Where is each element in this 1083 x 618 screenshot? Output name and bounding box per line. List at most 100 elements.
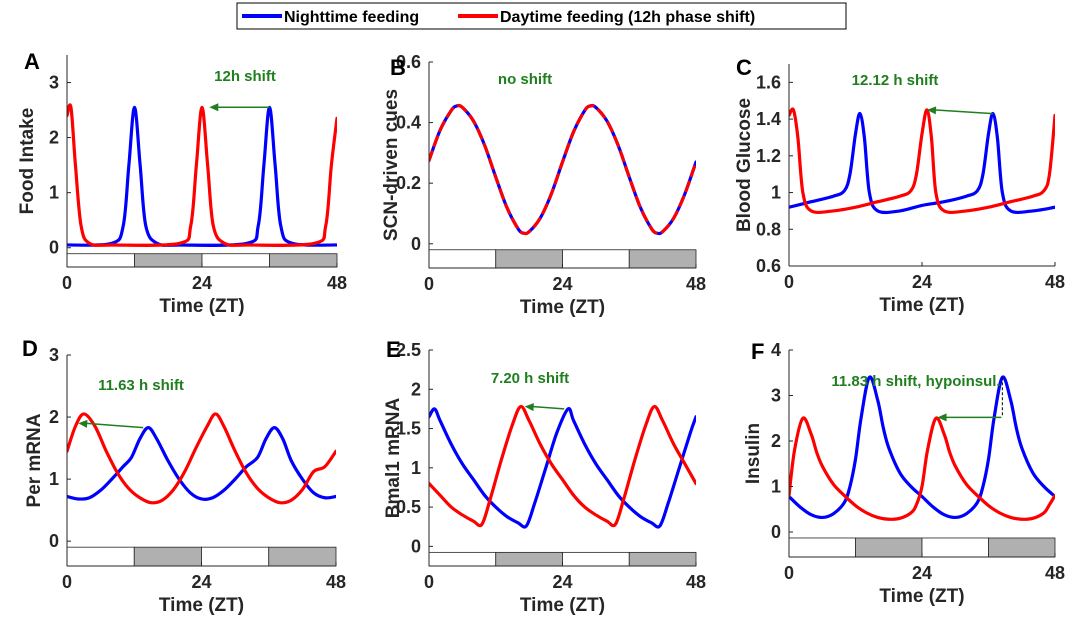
y-tick-label: 0 — [411, 536, 421, 556]
panel-f: 0 24 48 0 1 2 3 4 Time (ZT) Insulin F 11.83 h shift… — [743, 339, 1065, 607]
x-tick-label: 48 — [686, 274, 706, 294]
x-axis-label: Time (ZT) — [159, 595, 244, 616]
y-axis-label: Blood Glucose — [734, 98, 755, 232]
y-tick-label: 2 — [49, 128, 59, 148]
photoperiod-bar-dark — [133, 546, 202, 567]
y-tick-label: 1 — [411, 458, 421, 478]
series-line-day — [429, 404, 696, 528]
y-tick-label: 3 — [49, 345, 59, 365]
series-line-night — [67, 105, 337, 247]
legend-box — [236, 2, 847, 30]
shift-annotation: 12h shift — [214, 68, 276, 85]
y-axis-label: SCN-driven cues — [381, 89, 402, 241]
shift-arrowhead — [524, 403, 534, 412]
shift-arrowhead — [926, 106, 937, 115]
photoperiod-bar-light — [428, 551, 497, 567]
panel-c: 0 24 48 0.6 0.8 1 1.2 1.4 1.6 Time (ZT) Blood Gluc… — [734, 55, 1065, 316]
x-tick-label: 24 — [192, 273, 212, 293]
x-tick-label: 0 — [424, 572, 434, 592]
legend: Nighttime feeding Daytime feeding (12h p… — [236, 2, 847, 30]
y-tick-label: 3 — [49, 73, 59, 93]
x-tick-label: 48 — [686, 572, 706, 592]
photoperiod-bar-dark — [855, 537, 923, 558]
x-tick-label: 48 — [1045, 563, 1065, 583]
y-tick-label: 4 — [771, 340, 781, 360]
y-tick-label: 2 — [771, 431, 781, 451]
y-tick-label: 0.8 — [756, 219, 781, 239]
x-axis-label: Time (ZT) — [520, 297, 605, 318]
x-tick-label: 0 — [62, 273, 72, 293]
series-group — [67, 103, 337, 247]
x-axis-label: Time (ZT) — [520, 595, 605, 616]
x-tick-label: 48 — [327, 273, 347, 293]
photoperiod-bar-light — [562, 249, 630, 269]
series-line-day — [789, 416, 1055, 521]
x-axis-label: Time (ZT) — [159, 296, 244, 317]
x-axis-label: Time (ZT) — [879, 295, 964, 316]
photoperiod-bar-dark — [628, 551, 697, 567]
series-line-night — [429, 103, 696, 236]
shift-arrow — [85, 422, 144, 429]
photoperiod-bar-dark — [988, 537, 1056, 558]
photoperiod-bar-light — [201, 546, 270, 567]
photoperiod-bar-dark — [134, 253, 203, 268]
series-line-night — [789, 111, 1055, 215]
x-axis-label: Time (ZT) — [879, 586, 964, 607]
legend-label-night: Nighttime feeding — [284, 9, 419, 26]
y-tick-label: 0.5 — [396, 497, 421, 517]
photoperiod-bar-dark — [495, 249, 563, 269]
series-line-night — [429, 407, 696, 529]
x-tick-label: 48 — [1045, 272, 1065, 292]
y-tick-label: 3 — [771, 385, 781, 405]
photoperiod-bar-light — [788, 537, 856, 558]
series-group — [429, 404, 696, 529]
series-line-day — [789, 107, 1055, 215]
y-tick-label: 2.5 — [396, 340, 421, 360]
y-tick-label: 1.2 — [756, 146, 781, 166]
y-axis-label: Per mRNA — [24, 413, 45, 507]
panel-a: 0 24 48 0 1 2 3 Time (ZT) Food Intake A 12h shift — [17, 49, 347, 317]
photoperiod-bar-light — [201, 253, 270, 268]
shift-annotation: 7.20 h shift — [491, 370, 569, 387]
x-tick-label: 48 — [326, 572, 346, 592]
photoperiod-bar-dark — [269, 253, 338, 268]
panel-d: 0 24 48 0 1 2 3 Time (ZT) Per mRNA D 11.63 h shift — [22, 336, 346, 616]
panel-letter: B — [390, 55, 406, 80]
panel-letter: F — [751, 339, 764, 364]
shift-annotation: no shift — [498, 71, 552, 88]
y-tick-label: 0.6 — [396, 52, 421, 72]
y-tick-label: 0.6 — [756, 256, 781, 276]
y-tick-label: 0.4 — [396, 113, 421, 133]
panel-letter: C — [736, 55, 752, 80]
y-tick-label: 1.4 — [756, 109, 781, 129]
shift-arrow — [933, 109, 993, 115]
x-tick-label: 24 — [912, 563, 932, 583]
series-line-day — [429, 103, 696, 236]
y-tick-label: 0 — [49, 238, 59, 258]
shift-annotation: 12.12 h shift — [852, 72, 939, 89]
y-tick-label: 0 — [411, 234, 421, 254]
series-line-night — [789, 375, 1055, 520]
photoperiod-bar-dark — [268, 546, 337, 567]
y-axis-label: Food Intake — [17, 108, 38, 215]
series-line-day — [67, 412, 336, 505]
x-tick-label: 0 — [62, 572, 72, 592]
panel-letter: A — [24, 49, 40, 74]
photoperiod-bar-light — [921, 537, 989, 558]
shift-arrowhead — [209, 103, 219, 112]
photoperiod-bar-dark — [628, 249, 697, 269]
y-tick-label: 2 — [49, 407, 59, 427]
y-tick-label: 1.5 — [396, 419, 421, 439]
series-group — [429, 103, 696, 236]
x-tick-label: 24 — [552, 274, 572, 294]
y-tick-label: 1 — [49, 183, 59, 203]
series-line-night — [67, 426, 336, 501]
x-tick-label: 24 — [191, 572, 211, 592]
x-tick-label: 24 — [552, 572, 572, 592]
y-axis-label: Insulin — [743, 423, 764, 484]
photoperiod-bar-light — [66, 253, 135, 268]
shift-annotation: 11.83 h shift, hypoinsul. — [831, 373, 1000, 390]
photoperiod-bar-light — [66, 546, 135, 567]
